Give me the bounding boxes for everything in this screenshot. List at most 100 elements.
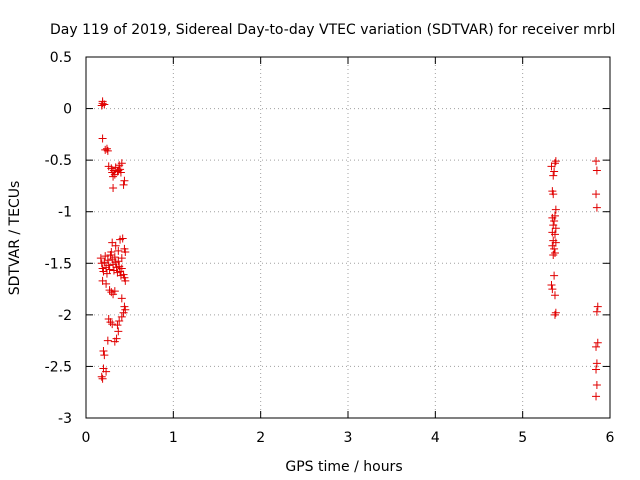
data-point xyxy=(102,367,111,376)
x-axis-label: GPS time / hours xyxy=(285,459,402,475)
data-point xyxy=(551,224,560,233)
data-point xyxy=(117,264,126,273)
data-point xyxy=(119,308,128,317)
data-point xyxy=(550,310,559,319)
data-point xyxy=(592,190,601,199)
y-tick-label: -2.5 xyxy=(45,359,72,375)
data-point xyxy=(109,183,118,192)
data-point xyxy=(102,144,111,153)
data-point xyxy=(550,167,559,176)
data-point xyxy=(107,288,116,297)
data-point xyxy=(119,180,128,189)
x-tick-label: 1 xyxy=(169,430,178,446)
data-point xyxy=(592,342,601,351)
y-tick-label: -2 xyxy=(58,308,72,324)
data-point xyxy=(109,172,118,181)
data-point xyxy=(102,279,111,288)
x-tick-label: 5 xyxy=(518,430,527,446)
data-point xyxy=(98,374,107,383)
data-point xyxy=(114,327,123,336)
data-point xyxy=(550,159,559,168)
data-point xyxy=(592,307,601,316)
data-point xyxy=(550,248,559,257)
data-point xyxy=(550,230,559,239)
x-tick-label: 6 xyxy=(606,430,615,446)
y-tick-label: -1.5 xyxy=(45,256,72,272)
data-point xyxy=(110,170,119,179)
data-point xyxy=(101,252,110,261)
data-point xyxy=(96,254,105,263)
data-point xyxy=(121,247,130,256)
data-point xyxy=(592,166,601,175)
data-point xyxy=(550,216,559,225)
chart-title: Day 119 of 2019, Sidereal Day-to-day VTE… xyxy=(50,22,615,38)
data-point xyxy=(105,286,114,295)
data-point xyxy=(104,261,113,270)
data-point xyxy=(550,291,559,300)
y-axis-label: SDTVAR / TECUs xyxy=(7,181,23,296)
data-point xyxy=(549,190,558,199)
data-point xyxy=(110,287,119,296)
data-point xyxy=(120,176,129,185)
data-point xyxy=(103,336,112,345)
data-point xyxy=(550,244,559,253)
data-point xyxy=(592,359,601,368)
x-tick-label: 4 xyxy=(431,430,440,446)
data-point xyxy=(111,241,120,250)
data-point xyxy=(115,317,124,326)
data-point xyxy=(549,171,558,180)
y-tick-label: 0.5 xyxy=(50,50,72,66)
data-point xyxy=(100,258,109,267)
data-point xyxy=(108,320,117,329)
data-point xyxy=(99,267,108,276)
data-point xyxy=(116,165,125,174)
data-point xyxy=(100,100,109,109)
data-point xyxy=(592,365,601,374)
y-tick-label: 0 xyxy=(63,102,72,118)
y-tick-label: -3 xyxy=(58,411,72,427)
data-point xyxy=(110,253,119,262)
data-point xyxy=(551,205,560,214)
data-point xyxy=(105,265,114,274)
data-point xyxy=(549,251,558,260)
data-point xyxy=(551,157,560,166)
data-point xyxy=(593,302,602,311)
data-point xyxy=(98,134,107,143)
data-point xyxy=(592,157,601,166)
axes: 0 1 2 3 4 5 6 0.5 0 -0.5 -1 -1.5 -2 -2.5 -3 xyxy=(45,50,615,446)
data-point xyxy=(110,337,119,346)
data-point xyxy=(97,372,106,381)
data-point xyxy=(548,285,557,294)
y-tick-label: -1 xyxy=(58,205,72,221)
data-point xyxy=(114,246,123,255)
data-point xyxy=(99,346,108,355)
data-point xyxy=(103,146,112,155)
data-point xyxy=(117,159,126,168)
data-point xyxy=(592,380,601,389)
data-point xyxy=(117,312,126,321)
data-point xyxy=(103,256,112,265)
data-point xyxy=(114,166,123,175)
data-point xyxy=(100,351,109,360)
x-tick-label: 3 xyxy=(344,430,353,446)
data-point xyxy=(113,321,122,330)
data-point xyxy=(98,99,107,108)
data-point xyxy=(592,392,601,401)
data-point xyxy=(117,294,126,303)
data-point xyxy=(118,234,127,243)
x-tick-label: 2 xyxy=(256,430,265,446)
data-point xyxy=(593,338,602,347)
data-point xyxy=(106,318,115,327)
data-point xyxy=(547,280,556,289)
data-point xyxy=(592,203,601,212)
data-point xyxy=(114,257,123,266)
data-point xyxy=(551,308,560,317)
data-point xyxy=(120,273,129,282)
y-tick-label: -0.5 xyxy=(45,153,72,169)
x-tick-label: 0 xyxy=(82,430,91,446)
grid xyxy=(86,57,610,418)
data-point xyxy=(107,247,116,256)
data-point xyxy=(550,271,559,280)
data-points xyxy=(96,97,602,401)
